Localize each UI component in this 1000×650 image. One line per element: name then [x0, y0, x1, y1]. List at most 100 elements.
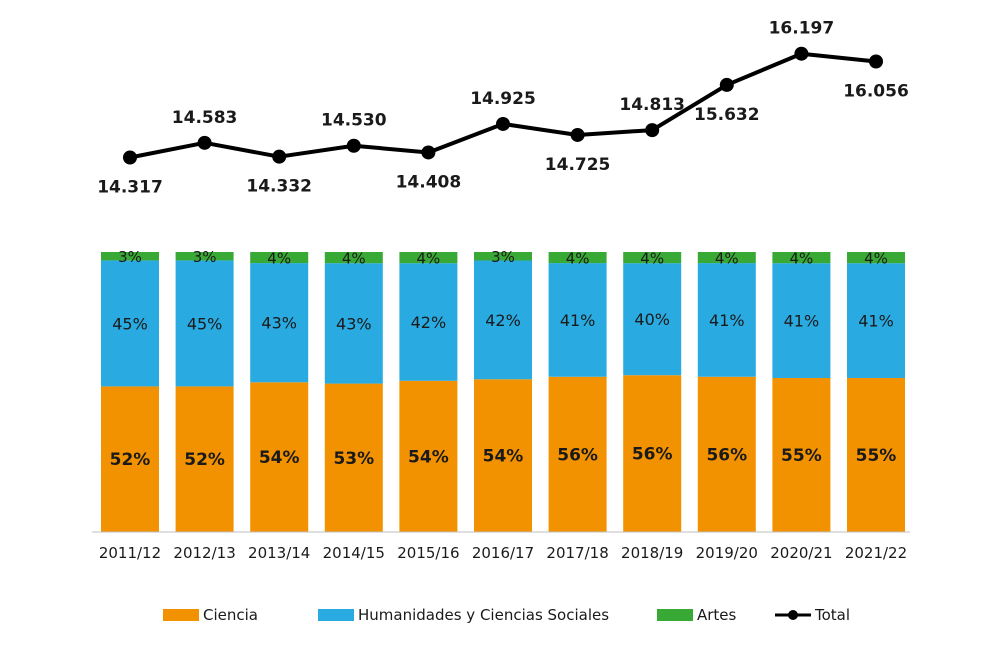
- bar-label-artes: 4%: [342, 250, 366, 268]
- bar-label-artes: 4%: [566, 250, 590, 268]
- bar-label-humanidades: 42%: [485, 311, 521, 330]
- stacked-bars: [101, 252, 905, 532]
- bar-segment-ciencia: [324, 383, 383, 532]
- bar-segment-artes: [250, 252, 309, 264]
- legend-label: Total: [814, 606, 850, 624]
- legend-swatch-marker: [788, 610, 798, 620]
- bar-segment-artes: [474, 252, 532, 261]
- bar-label-ciencia: 55%: [781, 446, 822, 466]
- bar-label-humanidades: 41%: [858, 312, 894, 331]
- bar-label-ciencia: 56%: [557, 445, 598, 465]
- total-value-label: 14.317: [97, 178, 163, 198]
- bar-label-humanidades: 41%: [560, 311, 596, 330]
- bar-segment-artes: [772, 252, 831, 264]
- category-label: 2017/18: [546, 544, 608, 562]
- bar-segment-humanidades: [399, 263, 458, 381]
- bar-label-artes: 4%: [790, 250, 814, 268]
- bar-segment-ciencia: [250, 382, 309, 532]
- bar-segment-humanidades: [101, 260, 159, 387]
- bar-label-artes: 3%: [491, 248, 515, 266]
- bar-segment-humanidades: [175, 260, 234, 387]
- bar-segment-humanidades: [772, 263, 831, 378]
- total-value-label: 16.197: [769, 19, 835, 39]
- bar-segment-ciencia: [101, 386, 159, 532]
- bar-segment-ciencia: [399, 380, 458, 532]
- total-value-label: 14.583: [172, 108, 238, 128]
- bar-label-artes: 4%: [640, 250, 664, 268]
- total-line-series: 14.317 14.583 14.332 14.530 14.408 14.925 14.7…: [97, 19, 909, 198]
- total-marker: [719, 77, 734, 92]
- bar-segment-ciencia: [175, 386, 234, 532]
- category-label: 2015/16: [397, 544, 459, 562]
- bar-segment-artes: [697, 252, 756, 264]
- total-marker: [346, 138, 361, 153]
- bar-label-ciencia: 52%: [110, 450, 151, 470]
- category-label: 2011/12: [99, 544, 161, 562]
- bar-label-ciencia: 52%: [184, 450, 225, 470]
- legend-label: Artes: [697, 606, 737, 624]
- total-value-label: 14.925: [470, 89, 536, 109]
- bar-label-ciencia: 54%: [259, 448, 300, 468]
- bar-label-ciencia: 56%: [632, 445, 673, 465]
- bar-label-ciencia: 54%: [483, 447, 524, 467]
- bar-segment-ciencia: [697, 376, 756, 532]
- bar-segment-humanidades: [474, 260, 532, 380]
- category-label: 2014/15: [323, 544, 385, 562]
- total-value-label: 14.408: [396, 172, 462, 192]
- bar-segment-humanidades: [250, 263, 309, 383]
- bar-segment-ciencia: [847, 378, 905, 532]
- bar-label-artes: 3%: [118, 248, 142, 266]
- bar-segment-artes: [175, 252, 234, 261]
- total-marker: [496, 116, 510, 131]
- bar-segment-artes: [548, 252, 607, 264]
- bar-label-humanidades: 43%: [261, 314, 297, 333]
- bar-segment-ciencia: [548, 376, 607, 532]
- total-value-label: 14.530: [321, 111, 387, 131]
- bar-segment-ciencia: [474, 379, 532, 532]
- category-label: 2016/17: [472, 544, 534, 562]
- legend-swatch: [318, 609, 354, 621]
- bar-label-humanidades: 40%: [634, 310, 670, 329]
- bar-label-artes: 3%: [193, 248, 217, 266]
- bar-segment-humanidades: [697, 263, 756, 377]
- bar-label-humanidades: 41%: [709, 311, 745, 330]
- bar-segment-humanidades: [623, 263, 682, 376]
- total-marker: [869, 54, 883, 69]
- bar-label-artes: 4%: [417, 250, 441, 268]
- bar-segment-artes: [847, 252, 905, 264]
- bar-label-ciencia: 53%: [333, 449, 374, 469]
- bar-label-humanidades: 45%: [112, 314, 148, 333]
- legend-label: Humanidades y Ciencias Sociales: [358, 606, 609, 624]
- total-value-label: 15.632: [694, 105, 760, 125]
- legend-label: Ciencia: [203, 606, 258, 624]
- total-marker: [570, 127, 585, 142]
- bar-segment-artes: [324, 252, 383, 264]
- bar-segment-artes: [101, 252, 159, 261]
- bar-segment-humanidades: [548, 263, 607, 377]
- bar-segment-ciencia: [772, 378, 831, 532]
- bar-label-artes: 4%: [267, 250, 291, 268]
- bar-segment-humanidades: [324, 263, 383, 384]
- total-marker: [421, 145, 436, 160]
- bar-label-humanidades: 42%: [411, 313, 447, 332]
- total-value-label: 14.332: [246, 177, 312, 197]
- category-labels: 2011/12 2012/13 2013/14 2014/15 2015/16 2016/…: [99, 544, 907, 562]
- total-value-label: 14.725: [545, 155, 611, 175]
- bar-label-artes: 4%: [715, 250, 739, 268]
- total-marker: [794, 46, 809, 61]
- total-value-label: 16.056: [843, 82, 909, 102]
- category-label: 2018/19: [621, 544, 683, 562]
- total-marker: [272, 149, 287, 164]
- category-label: 2019/20: [696, 544, 758, 562]
- bar-label-humanidades: 45%: [187, 314, 223, 333]
- legend-swatch: [163, 609, 199, 621]
- bar-label-ciencia: 54%: [408, 447, 449, 467]
- bar-label-ciencia: 55%: [856, 446, 897, 466]
- bar-value-labels: 52% 45% 3% 52% 45% 3% 54% 43% 4% 53% 43% 4% 54% 42% 4%…: [110, 248, 897, 470]
- category-label: 2021/22: [845, 544, 907, 562]
- bar-segment-humanidades: [847, 263, 905, 378]
- bar-segment-artes: [623, 252, 682, 264]
- total-value-label: 14.813: [619, 95, 685, 115]
- bar-label-humanidades: 43%: [336, 314, 372, 333]
- category-label: 2020/21: [770, 544, 832, 562]
